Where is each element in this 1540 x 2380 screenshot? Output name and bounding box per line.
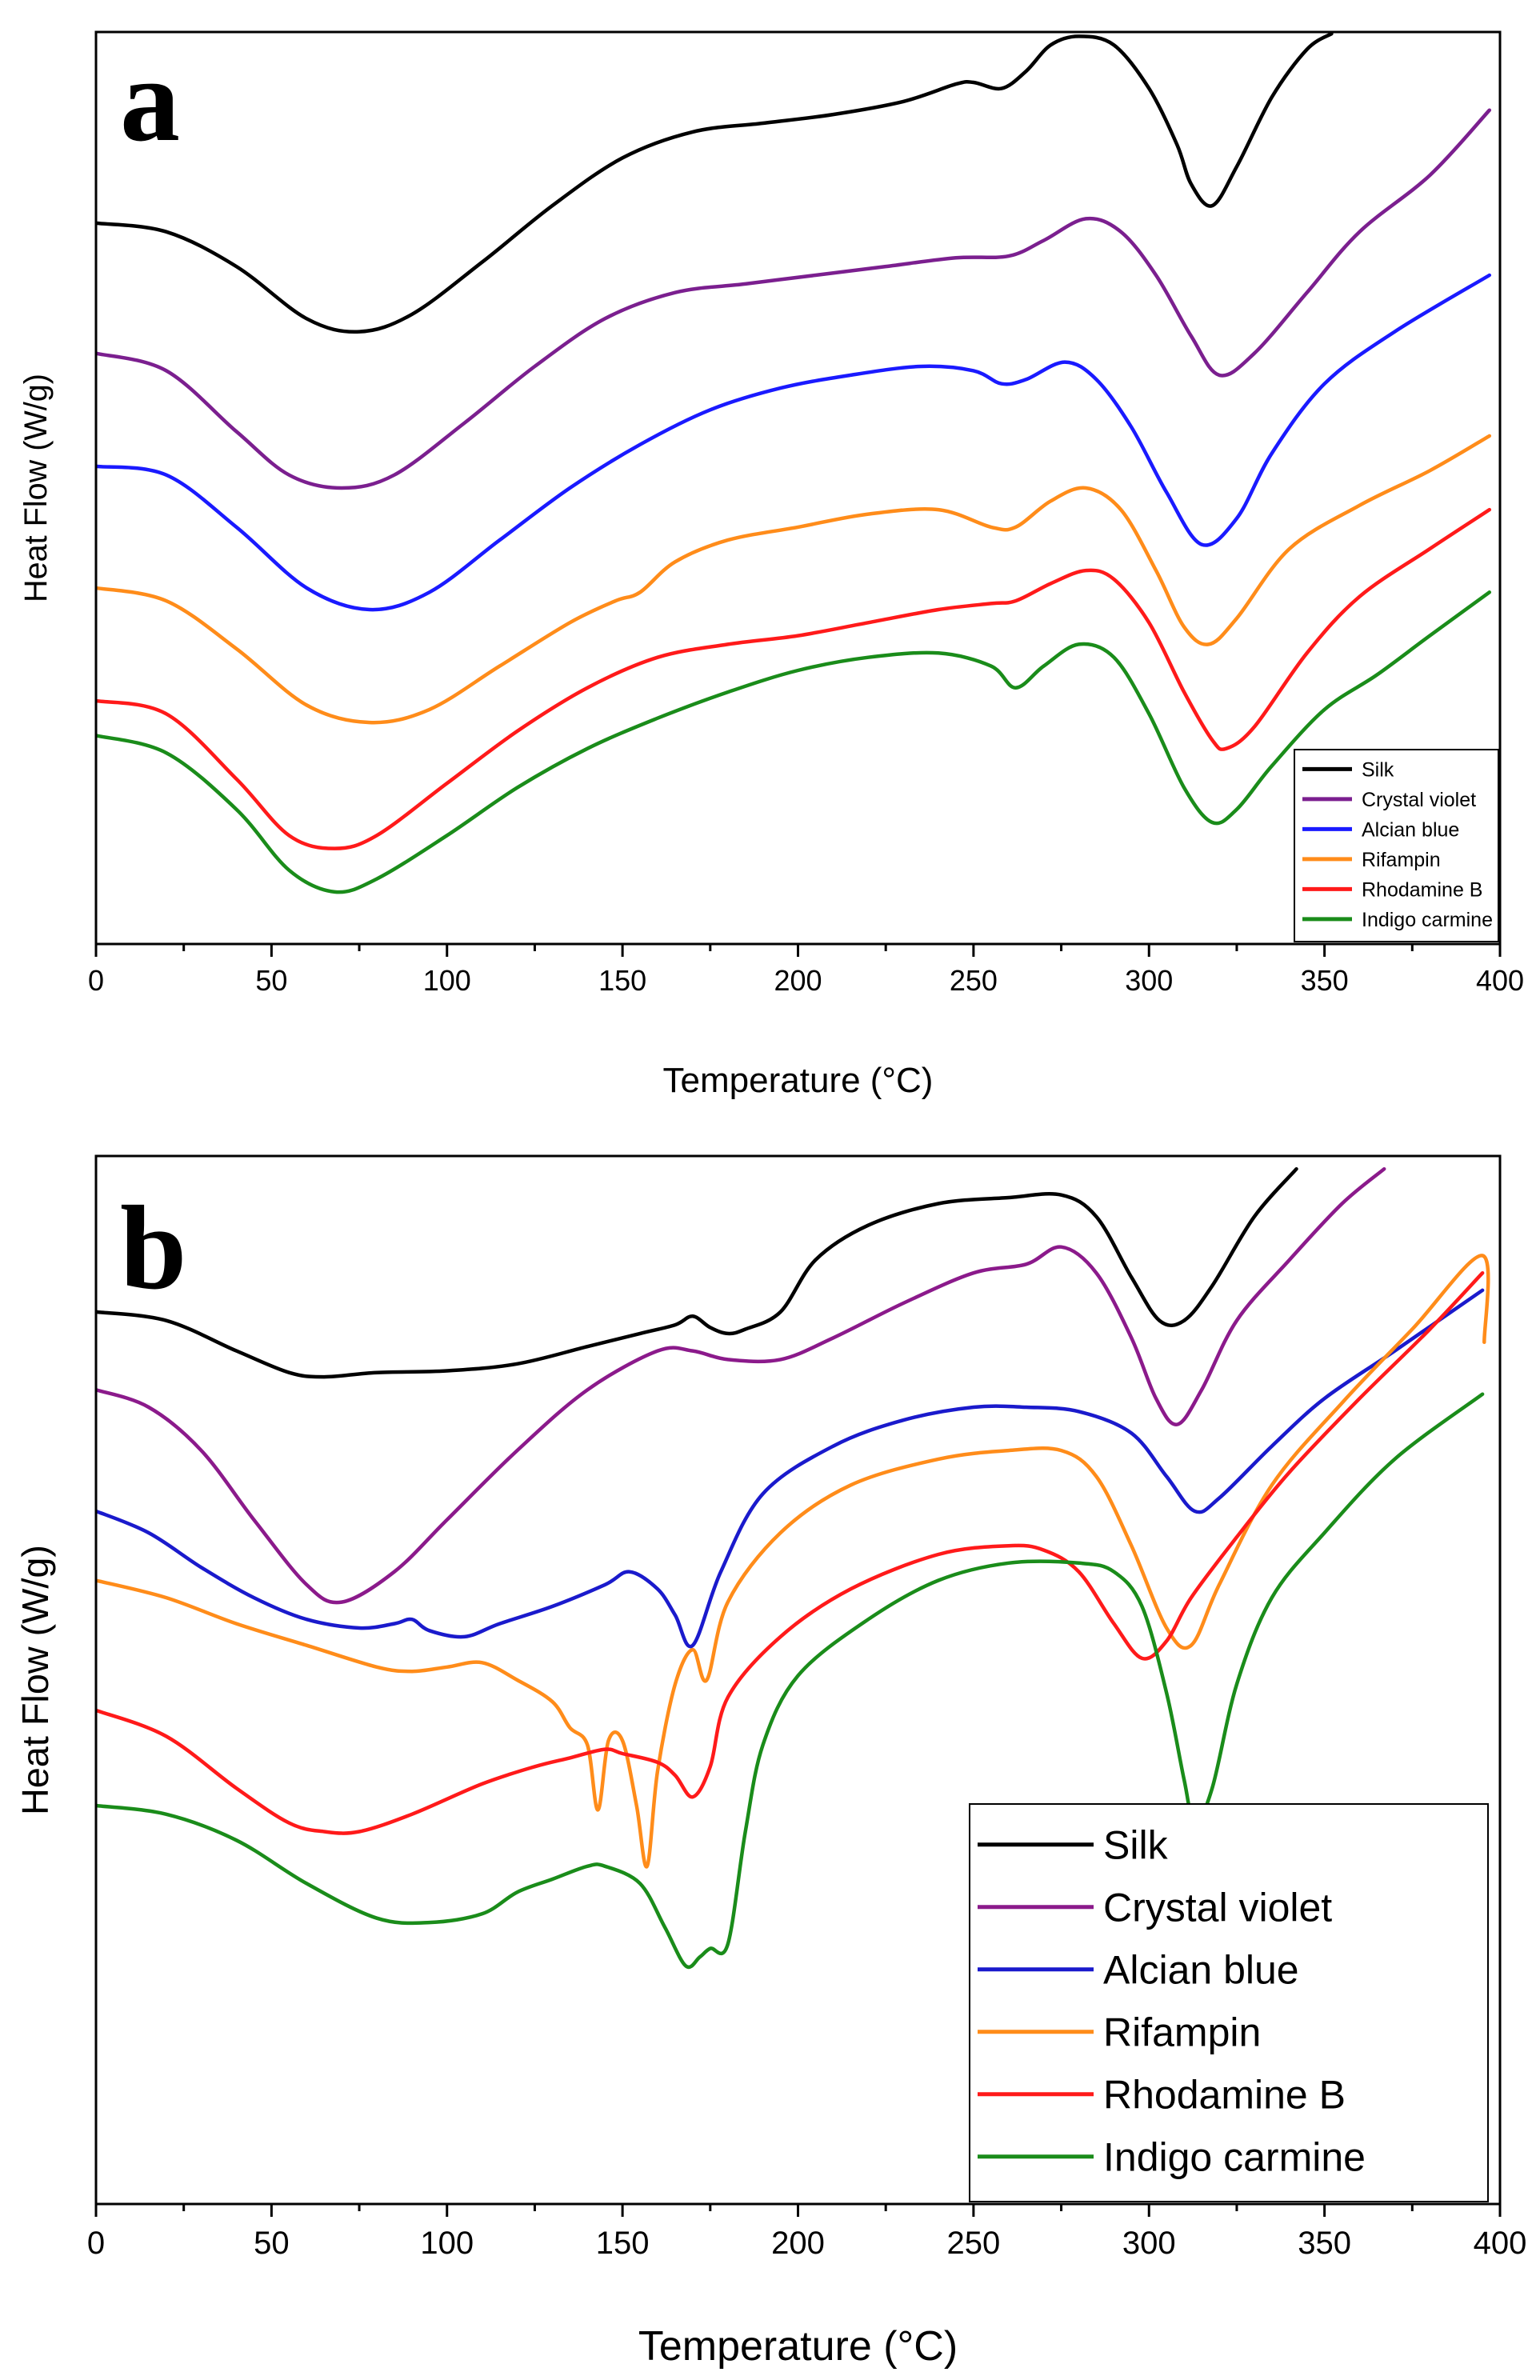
panel-b-legend: Silk Crystal violet Alcian blue Rifampin Rho… xyxy=(969,1803,1489,2202)
panel-b: 0 50 100 150 200 250 300 350 400 Temperature (°C)… xyxy=(14,1154,1527,2370)
panel-a-x-tick-label: 300 xyxy=(1125,964,1173,997)
panel-a-legend-label: Rifampin xyxy=(1362,849,1441,871)
panel-b-legend-label: Indigo carmine xyxy=(1103,2135,1366,2180)
panel-b-series-group xyxy=(96,1166,1490,1970)
panel-a-x-tick-label: 0 xyxy=(88,964,104,997)
panel-a-x-tick-label: 100 xyxy=(423,964,471,997)
panel-b-x-tick-label: 300 xyxy=(1122,2226,1176,2261)
panel-a-x-tick-label: 400 xyxy=(1476,964,1524,997)
panel-a-legend-label: Crystal violet xyxy=(1362,789,1476,811)
panel-b-x-tick-label: 0 xyxy=(87,2226,105,2261)
panel-b-legend-label: Silk xyxy=(1103,1823,1169,1868)
panel-b-x-tick-label: 100 xyxy=(420,2226,474,2261)
panel-b-x-tick-label: 400 xyxy=(1474,2226,1527,2261)
panel-a-legend: Silk Crystal violet Alcian blue Rifampin Rho… xyxy=(1294,749,1499,942)
panel-b-series-line-1 xyxy=(96,1166,1386,1605)
panel-b-series-line-0 xyxy=(96,1166,1298,1379)
panel-b-x-tick-label: 200 xyxy=(771,2226,825,2261)
panel-a-plot-frame xyxy=(94,30,1502,946)
panel-b-x-tick-label: 150 xyxy=(596,2226,650,2261)
panel-b-legend-label: Crystal violet xyxy=(1103,1886,1332,1930)
panel-a-series-line-5 xyxy=(96,590,1492,894)
panel-a-legend-label: Alcian blue xyxy=(1362,818,1459,841)
panel-a-x-tick-label: 50 xyxy=(255,964,287,997)
panel-b-legend-label: Alcian blue xyxy=(1103,1948,1299,1993)
panel-b-y-axis-label: Heat Flow (W/g) xyxy=(14,1545,56,1815)
panel-b-legend-box xyxy=(969,1803,1489,2202)
panel-b-x-axis-label: Temperature (°C) xyxy=(638,2323,958,2370)
panel-a-series-line-3 xyxy=(96,434,1492,725)
panel-a-x-tick-label: 350 xyxy=(1301,964,1349,997)
panel-a-x-tick-label: 200 xyxy=(774,964,822,997)
panel-a-legend-label: Indigo carmine xyxy=(1362,909,1493,931)
panel-b-series-line-4 xyxy=(96,1270,1485,1835)
panel-b-series-line-5 xyxy=(96,1392,1485,1970)
panel-a-x-tick-label: 250 xyxy=(950,964,998,997)
panel-a-x-tick-label: 150 xyxy=(598,964,646,997)
panel-a-series-line-0 xyxy=(96,32,1334,334)
panel-a-legend-label: Silk xyxy=(1362,758,1394,781)
panel-a-series-line-2 xyxy=(96,273,1492,612)
panel-b-x-tick-label: 350 xyxy=(1298,2226,1351,2261)
panel-b-legend-label: Rhodamine B xyxy=(1103,2073,1346,2118)
panel-a-y-axis-label: Heat Flow (W/g) xyxy=(18,374,54,602)
panel-a-series-group xyxy=(96,32,1492,894)
panel-b-legend-label: Rifampin xyxy=(1103,2010,1261,2055)
panel-b-series-line-3 xyxy=(96,1254,1490,1869)
panel-a-series-line-4 xyxy=(96,507,1492,850)
panel-a-legend-box xyxy=(1294,749,1499,942)
panel-b-x-tick-label: 250 xyxy=(947,2226,1001,2261)
panel-b-letter: b xyxy=(120,1182,186,1314)
panel-a-letter: a xyxy=(120,34,180,166)
panel-a-series-line-1 xyxy=(96,108,1492,490)
panel-a-x-axis-label: Temperature (°C) xyxy=(663,1061,934,1100)
panel-a-legend-label: Rhodamine B xyxy=(1362,878,1482,901)
panel-b-series-line-2 xyxy=(96,1288,1485,1649)
panel-b-x-tick-label: 50 xyxy=(254,2226,290,2261)
panel-a: 0 50 100 150 200 250 300 350 400 Temperature (°C)… xyxy=(18,30,1524,1100)
